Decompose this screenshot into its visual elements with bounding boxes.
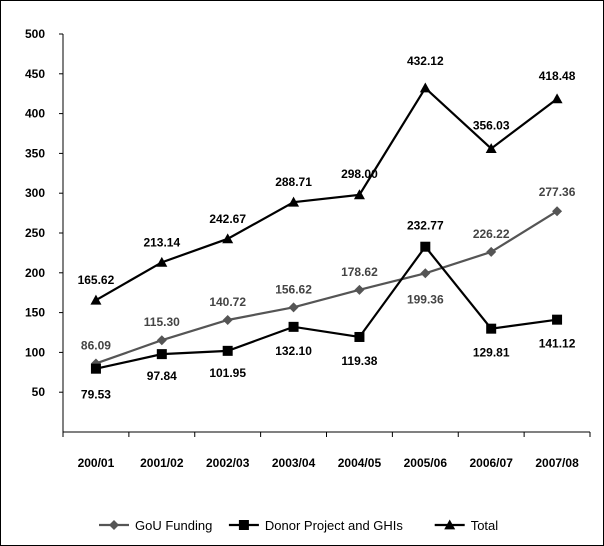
data-point-total xyxy=(419,82,431,93)
data-label-donor-project-and-ghis: 97.84 xyxy=(147,369,177,383)
data-point-donor-project-and-ghis xyxy=(222,345,233,356)
data-label-gou-funding: 140.72 xyxy=(209,295,246,309)
data-point-donor-project-and-ghis xyxy=(90,363,101,374)
y-tick-label: 400 xyxy=(25,107,45,121)
data-label-donor-project-and-ghis: 119.38 xyxy=(341,354,377,368)
data-label-donor-project-and-ghis: 79.53 xyxy=(81,388,111,402)
data-point-donor-project-and-ghis xyxy=(288,321,299,332)
data-label-total: 213.14 xyxy=(143,235,180,249)
data-point-donor-project-and-ghis xyxy=(486,323,497,334)
data-label-total: 432.12 xyxy=(407,54,444,68)
data-label-total: 165.62 xyxy=(78,273,115,287)
data-point-gou-funding xyxy=(354,284,365,295)
y-tick-label: 450 xyxy=(25,67,45,81)
y-tick-label: 500 xyxy=(25,27,45,41)
y-tick-label: 50 xyxy=(32,385,46,399)
series-line-gou-funding xyxy=(95,210,558,365)
data-label-total: 288.71 xyxy=(275,175,312,189)
legend-marker-total xyxy=(444,519,456,530)
data-label-donor-project-and-ghis: 232.77 xyxy=(407,219,444,233)
data-label-donor-project-and-ghis: 132.10 xyxy=(275,344,312,358)
legend-label-total: Total xyxy=(471,518,499,533)
data-label-donor-project-and-ghis: 141.12 xyxy=(539,337,576,351)
data-point-gou-funding xyxy=(552,206,563,217)
x-tick-label: 2001/02 xyxy=(140,456,184,470)
data-label-total: 356.03 xyxy=(473,119,510,133)
data-point-total xyxy=(485,143,497,154)
data-label-gou-funding: 178.62 xyxy=(341,265,378,279)
x-tick-label: 2006/07 xyxy=(469,456,513,470)
data-point-gou-funding xyxy=(222,314,233,325)
legend-label-gou-funding: GoU Funding xyxy=(135,518,212,533)
data-point-donor-project-and-ghis xyxy=(354,331,365,342)
axes: 50 100 150 200 250 300 350 400 450 500 200/01 2001/… xyxy=(25,27,591,470)
data-point-total xyxy=(288,196,300,207)
legend-marker-donor-project-and-ghis xyxy=(238,520,249,530)
legend-label-donor-project-and-ghis: Donor Project and GHIs xyxy=(265,518,404,533)
y-tick-label: 350 xyxy=(25,146,45,160)
data-point-total xyxy=(551,93,563,104)
data-point-donor-project-and-ghis xyxy=(420,241,431,252)
y-tick-label: 150 xyxy=(25,306,45,320)
data-point-gou-funding xyxy=(420,268,431,279)
data-label-gou-funding: 115.30 xyxy=(144,315,180,329)
data-point-donor-project-and-ghis xyxy=(552,314,563,325)
data-point-total xyxy=(353,189,365,200)
data-labels: 86.09 115.30 140.72 156.62 178.62 199.36 226.2… xyxy=(78,54,576,402)
y-tick-label: 300 xyxy=(25,186,45,200)
series-line-donor-project-and-ghis xyxy=(95,244,558,370)
x-tick-label: 2003/04 xyxy=(272,456,316,470)
data-point-donor-project-and-ghis xyxy=(156,349,167,360)
data-label-total: 298.00 xyxy=(341,167,378,181)
series-layer xyxy=(90,82,563,374)
data-point-total xyxy=(222,233,234,244)
y-tick-label: 100 xyxy=(25,345,45,359)
data-label-total: 242.67 xyxy=(209,212,246,226)
x-tick-label: 200/01 xyxy=(78,456,115,470)
x-tick-label: 2002/03 xyxy=(206,456,250,470)
data-label-gou-funding: 277.36 xyxy=(539,185,576,199)
data-point-gou-funding xyxy=(486,246,497,257)
x-tick-label: 2007/08 xyxy=(535,456,579,470)
data-label-donor-project-and-ghis: 129.81 xyxy=(473,346,510,360)
y-tick-label: 250 xyxy=(25,226,45,240)
data-label-gou-funding: 86.09 xyxy=(81,338,111,352)
data-point-gou-funding xyxy=(156,335,167,346)
data-point-total xyxy=(90,294,102,305)
x-tick-label: 2005/06 xyxy=(404,456,448,470)
legend: GoU Funding Donor Project and GHIs Total xyxy=(99,518,498,533)
data-label-donor-project-and-ghis: 101.95 xyxy=(209,366,246,380)
data-label-total: 418.48 xyxy=(539,69,576,83)
data-label-gou-funding: 226.22 xyxy=(473,227,510,241)
x-tick-label: 2004/05 xyxy=(338,456,382,470)
series-line-total xyxy=(95,86,558,302)
data-label-gou-funding: 156.62 xyxy=(275,282,312,296)
y-tick-label: 200 xyxy=(25,266,45,280)
data-point-total xyxy=(156,256,168,267)
data-point-gou-funding xyxy=(288,302,299,313)
data-label-gou-funding: 199.36 xyxy=(407,292,444,306)
legend-marker-gou-funding xyxy=(109,520,119,530)
